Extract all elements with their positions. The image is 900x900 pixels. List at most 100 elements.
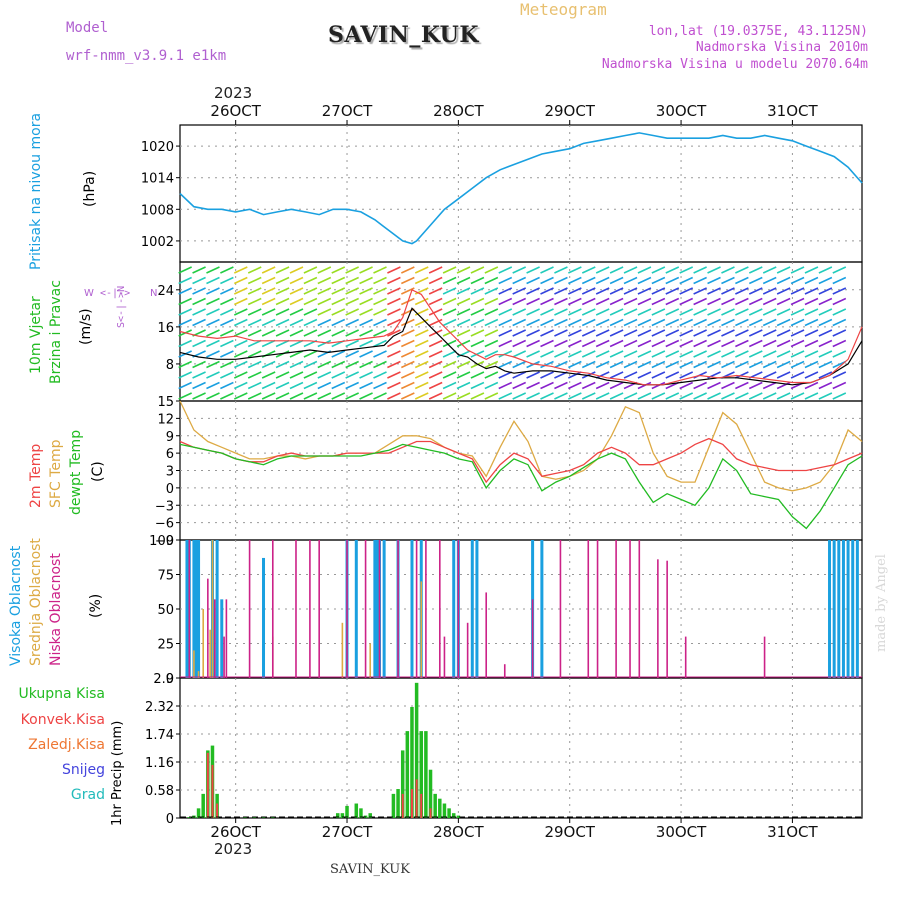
wind-barb	[665, 350, 680, 358]
cloud-low-bar	[318, 540, 320, 678]
wind-barb	[581, 350, 596, 358]
wind-barb	[581, 287, 596, 295]
wind-barb	[373, 371, 387, 379]
wind-barb	[554, 308, 568, 316]
wind-barb	[665, 297, 680, 306]
wind-barb	[428, 371, 443, 379]
cloud-low-bar	[615, 540, 617, 678]
wind-barb	[832, 266, 847, 274]
wind-barb	[442, 308, 457, 316]
cloud-low-bar	[378, 540, 381, 678]
wind-barb	[554, 297, 568, 306]
wind-barb	[275, 308, 290, 316]
wind-barb	[484, 287, 499, 295]
cloud-mid-bar	[420, 581, 423, 678]
wind-barb	[387, 297, 401, 306]
wind-barb	[247, 392, 262, 400]
wind-barb	[484, 297, 499, 306]
wind-barb	[581, 308, 596, 316]
wind-barb	[345, 297, 359, 306]
wind-barb	[526, 297, 540, 306]
wind-barb	[623, 329, 638, 337]
wind-barb	[484, 308, 499, 316]
wind-barb	[456, 371, 471, 379]
cloud-low-bar	[763, 636, 766, 678]
wind-barb	[693, 287, 707, 295]
wind-barb	[609, 381, 624, 390]
wind-barb	[707, 308, 721, 316]
wind-barb	[498, 308, 513, 316]
wind-barb	[651, 339, 666, 348]
wind-barb	[568, 297, 582, 306]
wind-barb	[206, 287, 220, 295]
wind-barb	[289, 276, 304, 285]
wind-barb	[233, 360, 248, 369]
cloud-high-bar	[220, 599, 224, 678]
cloud-low-bar	[223, 636, 225, 678]
cloud-high-bar	[382, 540, 386, 678]
wind-barb	[192, 308, 206, 316]
wind-barb	[818, 266, 833, 274]
wind-barb	[665, 360, 680, 369]
wind-barb	[735, 276, 749, 285]
wind-barb	[261, 297, 276, 306]
wind-barb	[707, 339, 721, 348]
wind-barb	[414, 287, 429, 295]
bottom-date-tick: 31OCT	[767, 823, 818, 841]
cloud-low-bar	[248, 540, 251, 678]
wind-barb	[275, 360, 290, 369]
wind-barb	[359, 371, 373, 379]
wind-barb	[693, 266, 707, 274]
cloud-high-bar	[373, 540, 377, 678]
wind-barb	[554, 381, 568, 390]
wind-barb	[414, 266, 429, 274]
wind-barb	[526, 318, 540, 327]
wind-barb	[721, 287, 735, 295]
wind-barb	[359, 339, 373, 348]
wind-barb	[651, 329, 666, 337]
wind-barb	[581, 297, 596, 306]
wind-barb	[623, 318, 638, 327]
wind-barb	[526, 371, 540, 379]
wind-barb	[373, 381, 387, 390]
wind-barb	[818, 360, 833, 369]
wind-barb	[540, 318, 554, 327]
cloud-mid-bar	[341, 622, 344, 678]
wind-barb	[192, 392, 206, 400]
wind-barb	[498, 329, 513, 337]
wind-barb	[554, 318, 568, 327]
wind-barb	[400, 318, 415, 327]
wind-barb	[289, 339, 304, 348]
wind-barb	[470, 339, 485, 348]
wind-barb	[331, 266, 346, 274]
wind-barb	[651, 360, 666, 369]
wind-barb	[414, 392, 429, 400]
wind-ytick-label: 8	[166, 358, 174, 373]
wind-barb	[400, 350, 415, 358]
wind-barb	[233, 371, 248, 379]
wind-barb	[428, 266, 443, 274]
wind-barb	[818, 339, 833, 348]
cloud-ytick-label: 75	[157, 569, 174, 584]
wind-barb	[359, 287, 373, 295]
wind-barb	[275, 287, 290, 295]
wind-barb	[707, 329, 721, 337]
wind-barb	[540, 392, 554, 400]
elevation-label: Nadmorska Visina 2010m	[695, 40, 868, 55]
wind-barb	[345, 308, 359, 316]
wind-barb	[651, 297, 666, 306]
wind-barb	[651, 381, 666, 390]
wind-barb	[679, 339, 694, 348]
cloud-low-bar	[485, 592, 488, 678]
wind-barb	[735, 297, 749, 306]
wind-barb	[554, 339, 568, 348]
wind-barb	[637, 360, 652, 369]
wind-barb	[623, 360, 638, 369]
wind-gust-line	[179, 288, 863, 386]
temperature-ytick-label: 0	[166, 482, 174, 497]
wind-barb	[568, 266, 582, 274]
wind-barb	[387, 308, 401, 316]
wind-barb	[581, 266, 596, 274]
wind-barb	[693, 318, 707, 327]
legend-snow: Snijeg	[61, 762, 105, 778]
